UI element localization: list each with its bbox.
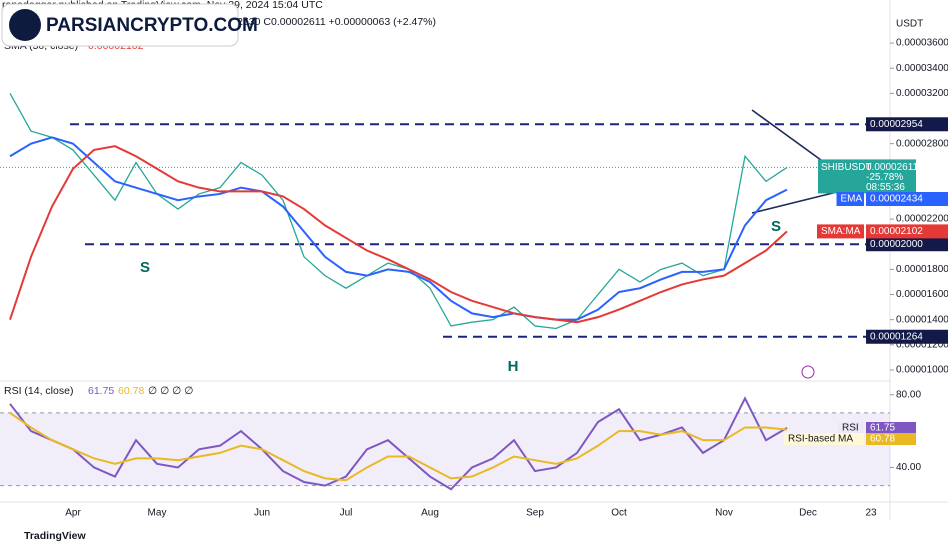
rsi-value-box (866, 422, 916, 434)
series-value-box (866, 224, 948, 239)
series-line (9, 412, 788, 482)
rsi-name-box (784, 433, 864, 445)
y-tick-label: 0.00001600 (896, 289, 948, 300)
y-tick-label: 0.00001000 (896, 365, 948, 376)
rsi-value: 61.75 (870, 423, 895, 434)
y-tick-label: 80.00 (896, 389, 921, 400)
footer: TradingView (24, 530, 86, 542)
level-box (866, 329, 948, 344)
logo-text: PARSIANCRYPTO.COM (46, 15, 258, 36)
y-tick-label: 40.00 (896, 462, 921, 473)
x-tick-label: Oct (611, 508, 627, 519)
y-tick-label: 0.00003600 (896, 38, 948, 49)
series-name-box (836, 192, 864, 206)
trend-line (751, 189, 846, 214)
rsi-legend-value: 60.78 (118, 385, 144, 397)
price-countdown: 08:55:36 (866, 182, 905, 193)
y-tick-label: 0.00001200 (896, 339, 948, 350)
series-line (9, 145, 788, 324)
series-name: EMA (841, 194, 863, 205)
series-line (9, 93, 788, 330)
y-tick-label: 0.00003200 (896, 88, 948, 99)
logo: PARSIANCRYPTO.COM (1, 3, 258, 47)
y-tick-label: 0.00001400 (896, 314, 948, 325)
logo-box (1, 3, 239, 47)
rsi-name: RSI-based MA (788, 434, 853, 445)
rsi-title: RSI (14, close) (4, 385, 73, 397)
x-tick-label: May (148, 508, 167, 519)
rsi-value-box (866, 433, 916, 445)
pattern-label: S (140, 259, 150, 276)
pattern-label: S (771, 218, 781, 235)
rsi-value: 60.78 (870, 434, 895, 445)
level-label: 0.00001264 (870, 331, 923, 342)
price-change: -25.78% (866, 172, 903, 183)
level-box (866, 117, 948, 132)
series-value: 0.00002434 (870, 194, 923, 205)
rsi-band (0, 412, 890, 486)
price-box (818, 159, 916, 194)
series-name-box (817, 224, 864, 239)
series-name: SMA:MA (821, 226, 861, 237)
trend-line (751, 109, 833, 169)
price-value: 0.00002611 (866, 162, 919, 173)
y-tick-label: 0.00001800 (896, 264, 948, 275)
series-value: 0.00002102 (870, 226, 923, 237)
rsi-legend-value: 61.75 (88, 385, 114, 397)
y-tick-label: 0.00002800 (896, 138, 948, 149)
rsi-hidden-values: ∅ ∅ ∅ ∅ (148, 385, 193, 397)
x-tick-label: Aug (421, 508, 439, 519)
ohlc: 0.00002530 C0.00002611 +0.00000063 (+2.4… (205, 16, 436, 28)
currency: USDT (896, 19, 923, 30)
x-tick-label: Dec (799, 508, 817, 519)
alert-icon (801, 365, 815, 379)
x-tick-label: Nov (715, 508, 733, 519)
level-box (866, 237, 948, 252)
logo-icon (9, 9, 41, 41)
x-tick-label: Apr (65, 508, 81, 519)
series-line (9, 396, 788, 491)
x-tick-label: Sep (526, 508, 544, 519)
price-name: SHIBUSDT (821, 162, 872, 173)
rsi-name-box (838, 422, 864, 434)
series-line (9, 136, 788, 321)
level-label: 0.00002000 (870, 239, 923, 250)
y-tick-label: 0.00002200 (896, 214, 948, 225)
x-tick-label: Jul (340, 508, 353, 519)
series-value-box (866, 192, 948, 206)
rsi-name: RSI (842, 423, 859, 434)
y-tick-label: 0.00003400 (896, 63, 948, 74)
pattern-label: H (508, 358, 519, 375)
level-label: 0.00002954 (870, 119, 923, 130)
x-tick-label: Jun (254, 508, 270, 519)
x-tick-label: 23 (865, 508, 877, 519)
